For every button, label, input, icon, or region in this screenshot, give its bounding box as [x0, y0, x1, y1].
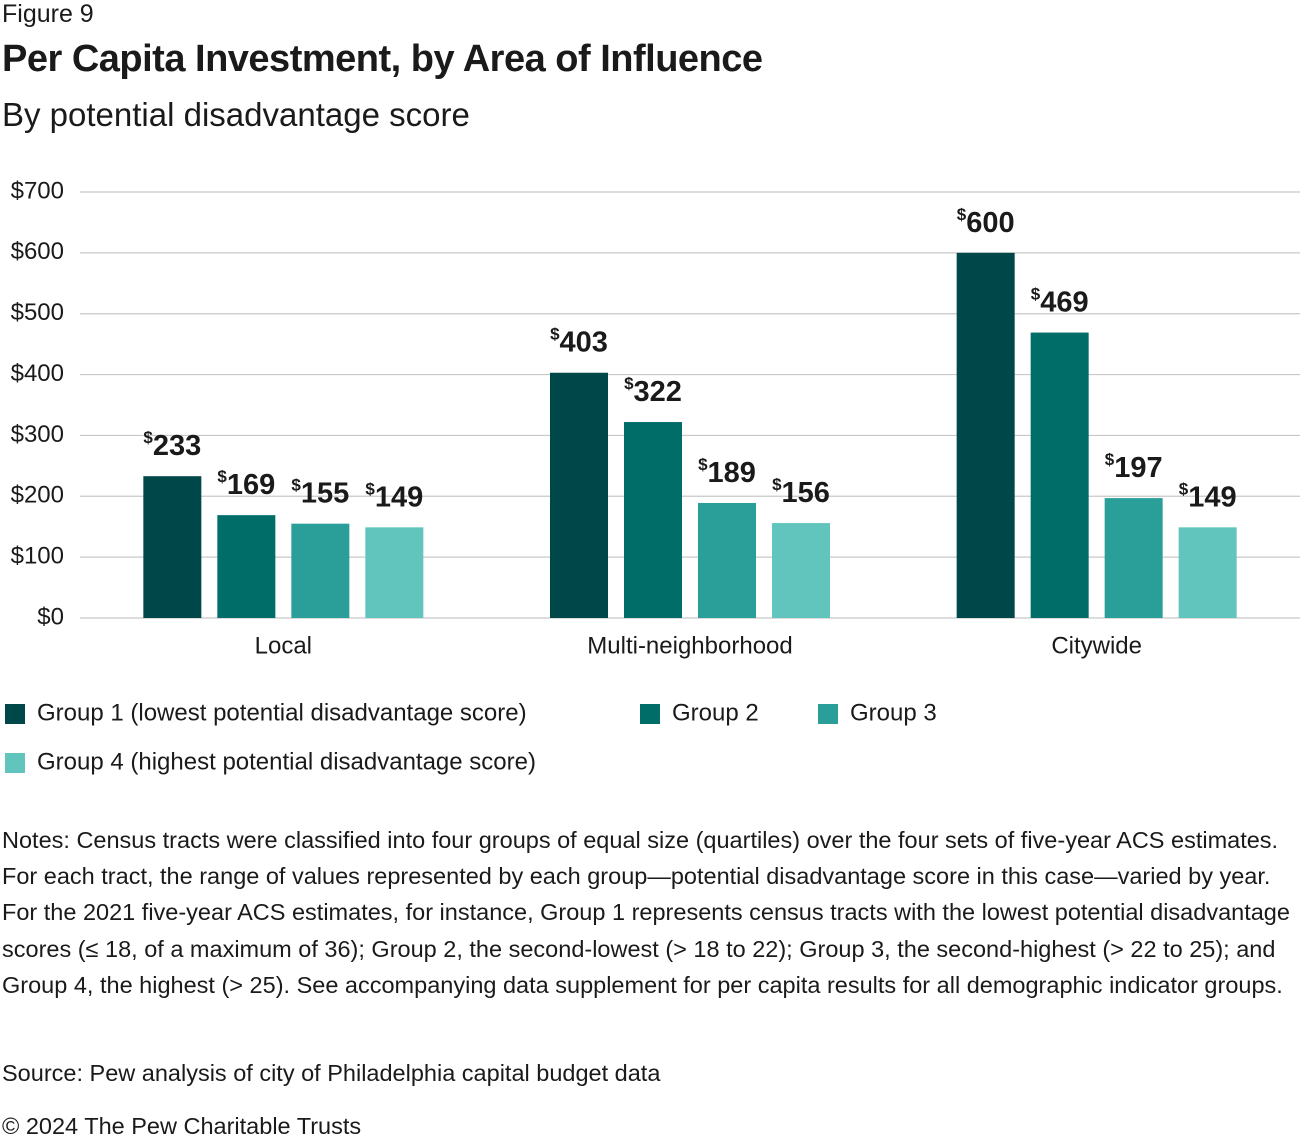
bar	[217, 515, 276, 618]
chart-subtitle: By potential disadvantage score	[2, 96, 470, 133]
bar	[624, 422, 682, 618]
y-tick-label: $500	[11, 299, 64, 326]
legend-swatch	[818, 704, 838, 724]
source: Source: Pew analysis of city of Philadel…	[2, 1060, 661, 1086]
copyright: © 2024 The Pew Charitable Trusts	[2, 1113, 362, 1139]
bar	[1030, 332, 1089, 618]
value-label: $600	[957, 205, 1015, 238]
chart-title: Per Capita Investment, by Area of Influe…	[2, 38, 763, 80]
y-tick-label: $100	[11, 542, 64, 569]
bar	[365, 527, 424, 618]
value-label: $169	[217, 468, 275, 501]
value-label: $189	[698, 455, 756, 488]
legend-swatch	[5, 704, 25, 724]
value-label: $403	[550, 325, 608, 358]
bar	[956, 252, 1015, 618]
value-label: $469	[1031, 285, 1089, 318]
notes: Notes: Census tracts were classified int…	[2, 827, 1290, 998]
legend-label: Group 4 (highest potential disadvantage …	[37, 748, 536, 775]
y-tick-label: $200	[11, 482, 64, 509]
x-tick-label: Local	[255, 632, 312, 659]
legend-swatch	[5, 753, 25, 773]
figure-label: Figure 9	[2, 0, 94, 28]
y-tick-label: $300	[11, 421, 64, 448]
value-label: $197	[1105, 451, 1163, 484]
legend-label: Group 3	[850, 699, 937, 726]
y-tick-label: $700	[11, 177, 64, 204]
y-tick-label: $400	[11, 360, 64, 387]
value-label: $149	[1179, 480, 1237, 513]
bar	[291, 523, 350, 618]
value-label: $155	[291, 476, 349, 509]
value-label: $233	[143, 429, 201, 462]
bar	[1178, 527, 1237, 618]
bar	[772, 523, 830, 618]
y-tick-label: $0	[37, 603, 64, 630]
value-label: $156	[772, 476, 830, 509]
legend-swatch	[640, 704, 660, 724]
bar	[1104, 498, 1163, 618]
x-tick-label: Citywide	[1051, 632, 1142, 659]
bar	[143, 476, 202, 618]
bar	[550, 372, 608, 618]
value-label: $322	[624, 375, 682, 408]
legend-label: Group 2	[672, 699, 759, 726]
legend-label: Group 1 (lowest potential disadvantage s…	[37, 699, 527, 726]
value-label: $149	[365, 480, 423, 513]
bar	[698, 502, 756, 618]
y-tick-label: $600	[11, 238, 64, 265]
x-tick-label: Multi-neighborhood	[587, 632, 792, 659]
